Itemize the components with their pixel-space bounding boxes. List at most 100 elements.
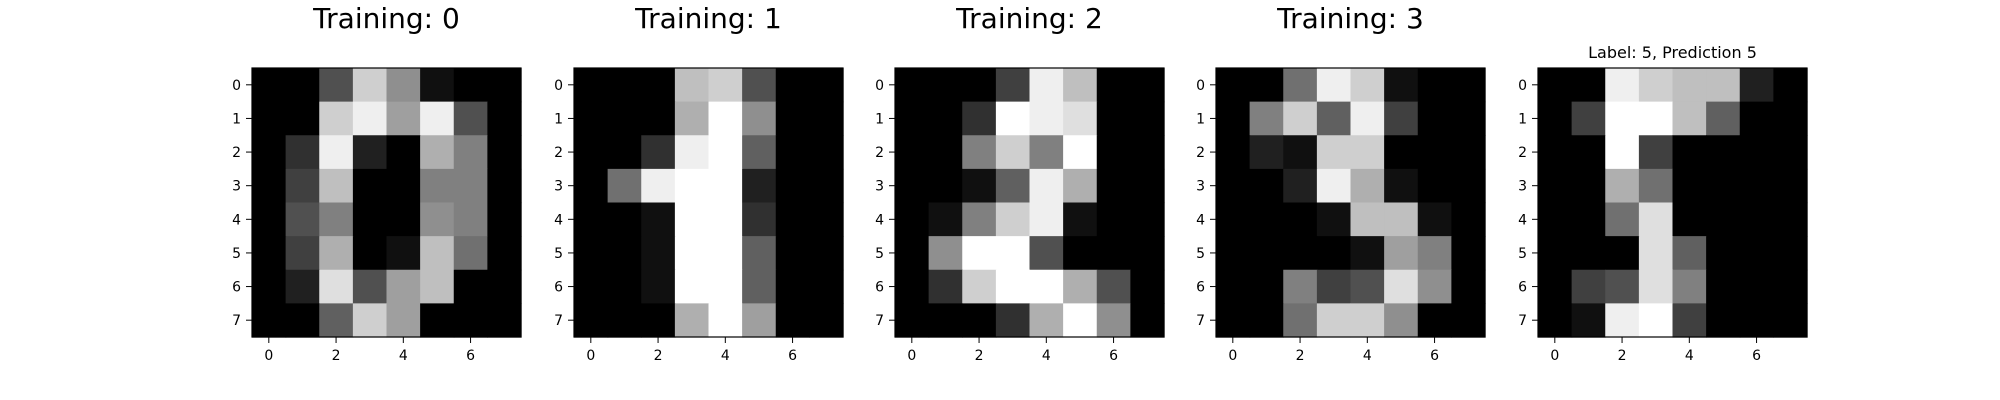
pixel-cell xyxy=(252,202,287,237)
y-tick-label: 5 xyxy=(232,246,241,262)
pixel-cell xyxy=(1316,135,1352,170)
pixel-cell xyxy=(1216,202,1251,237)
pixel-cell xyxy=(895,202,930,237)
pixel-cell xyxy=(574,236,609,271)
pixel-cell xyxy=(809,303,844,338)
axes-frame xyxy=(894,67,1165,338)
pixel-cell xyxy=(252,101,287,136)
pixel-cell xyxy=(386,202,421,237)
pixel-cell xyxy=(995,168,1031,204)
pixel-cell xyxy=(962,236,997,271)
pixel-cell xyxy=(1063,168,1098,204)
x-tick-label: 0 xyxy=(264,348,273,364)
pixel-cell xyxy=(742,236,777,271)
pixel-cell xyxy=(607,303,642,338)
pixel-cell xyxy=(1706,269,1741,304)
pixel-cell xyxy=(487,168,522,204)
pixel-cell xyxy=(1538,101,1573,136)
pixel-cell xyxy=(1249,168,1284,204)
pixel-cell xyxy=(607,135,642,170)
pixel-cell xyxy=(386,236,421,271)
y-tick-label: 7 xyxy=(1518,313,1527,329)
pixel-cell xyxy=(1350,101,1385,136)
y-tick-label: 0 xyxy=(232,78,241,94)
pixel-cell xyxy=(1706,236,1741,271)
pixel-cell xyxy=(574,269,609,304)
pixel-cell xyxy=(809,202,844,237)
pixel-cell xyxy=(453,101,488,136)
y-tick-label: 2 xyxy=(554,145,563,161)
pixel-cell xyxy=(1216,269,1251,304)
y-tick-label: 4 xyxy=(1196,212,1205,228)
pixel-cell xyxy=(1417,168,1452,204)
pixel-cell xyxy=(1451,303,1486,338)
pixel-cell xyxy=(487,135,522,170)
pixel-cell xyxy=(708,202,743,237)
pixel-cell xyxy=(928,303,963,338)
pixel-cell xyxy=(1130,202,1165,237)
pixel-cell xyxy=(1283,236,1318,271)
pixel-cell xyxy=(1451,101,1486,136)
pixel-cell xyxy=(607,236,642,271)
pixel-cell xyxy=(487,303,522,338)
pixel-cell xyxy=(1451,202,1486,237)
x-tick-label: 6 xyxy=(1109,348,1118,364)
pixel-cell xyxy=(995,202,1031,237)
pixel-cell xyxy=(252,303,287,338)
pixel-cell xyxy=(1773,68,1808,103)
pixel-cell xyxy=(319,68,354,103)
pixel-cell xyxy=(1773,168,1808,204)
pixel-cell xyxy=(420,135,455,170)
axes-frame xyxy=(1537,67,1808,338)
pixel-cell xyxy=(1706,101,1741,136)
pixel-cell xyxy=(1739,236,1774,271)
pixel-cell xyxy=(1096,101,1131,136)
pixel-cell xyxy=(1130,168,1165,204)
axes-frame xyxy=(251,67,522,338)
pixel-cell xyxy=(1350,202,1385,237)
pixel-cell xyxy=(1384,236,1419,271)
pixel-cell xyxy=(1638,68,1674,103)
pixel-cell xyxy=(386,101,421,136)
pixel-cell xyxy=(1605,269,1640,304)
pixel-cell xyxy=(487,236,522,271)
panel-title: Training: 2 xyxy=(955,2,1103,35)
y-tick-label: 4 xyxy=(232,212,241,228)
pixel-cell xyxy=(420,202,455,237)
pixel-cell xyxy=(1316,68,1352,103)
pixel-cell xyxy=(775,236,810,271)
pixel-cell xyxy=(809,101,844,136)
pixel-cell xyxy=(420,303,455,338)
pixel-cell xyxy=(1706,168,1741,204)
pixel-cell xyxy=(641,303,676,338)
pixel-cell xyxy=(1350,168,1385,204)
pixel-cell xyxy=(1283,135,1318,170)
pixel-cell xyxy=(708,269,743,304)
pixel-cell xyxy=(319,135,354,170)
pixel-cell xyxy=(1029,269,1064,304)
pixel-cell xyxy=(995,135,1031,170)
pixel-cell xyxy=(1538,269,1573,304)
pixel-cell xyxy=(607,168,642,204)
pixel-cell xyxy=(1706,202,1741,237)
pixel-cell xyxy=(1063,303,1098,338)
y-tick-label: 4 xyxy=(554,212,563,228)
pixel-cell xyxy=(285,101,320,136)
y-tick-label: 4 xyxy=(1518,212,1527,228)
pixel-cell xyxy=(775,68,810,103)
y-tick-label: 0 xyxy=(1518,78,1527,94)
pixel-cell xyxy=(1672,202,1707,237)
pixel-cell xyxy=(708,236,743,271)
pixel-cell xyxy=(1417,236,1452,271)
pixel-cell xyxy=(1672,135,1707,170)
pixel-cell xyxy=(962,101,997,136)
pixel-cell xyxy=(1672,303,1707,338)
y-tick-label: 2 xyxy=(875,145,884,161)
y-tick-label: 1 xyxy=(875,111,884,127)
pixel-cell xyxy=(1417,202,1452,237)
pixel-cell xyxy=(1672,236,1707,271)
digit-panel-4: Label: 5, Prediction 5 0 1 2 3 4 5 6 7 0 2 4 6 xyxy=(1518,43,1808,364)
pixel-cell xyxy=(1538,202,1573,237)
pixel-cell xyxy=(1029,168,1064,204)
pixel-cell xyxy=(1130,101,1165,136)
